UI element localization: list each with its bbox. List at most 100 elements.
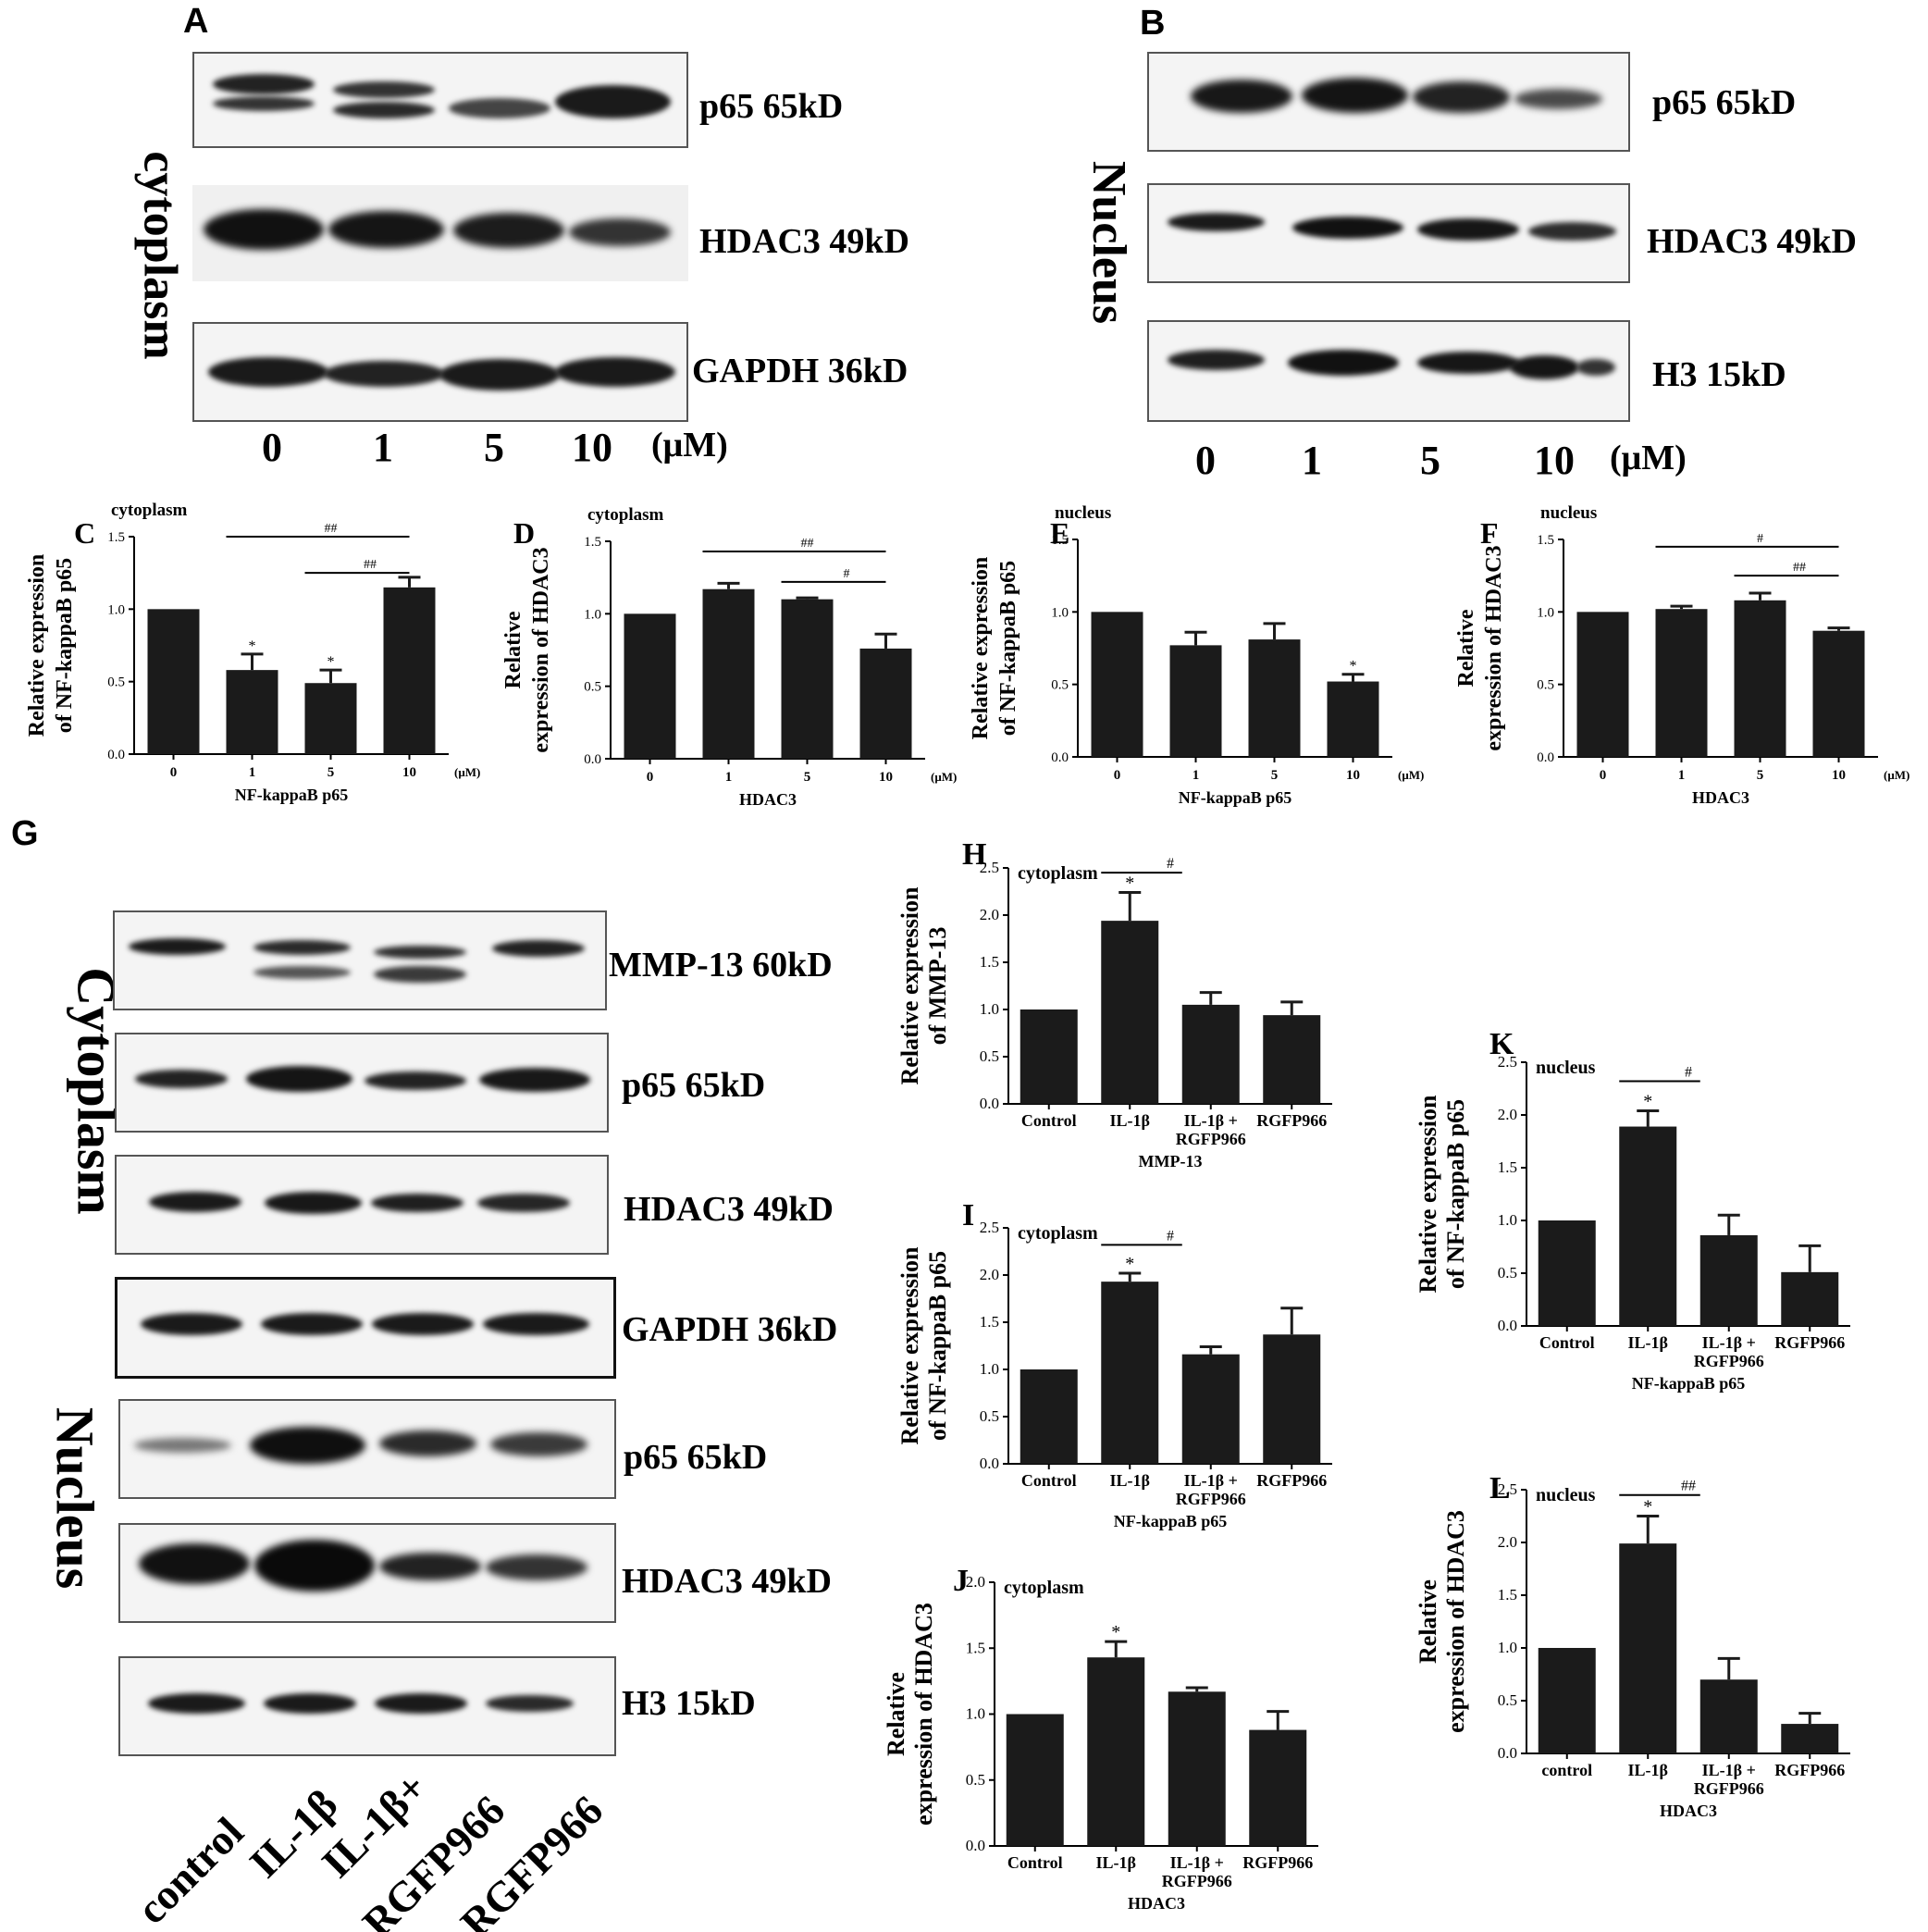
x-label-i: NF-kappaB p65 <box>1114 1512 1228 1530</box>
chart-title-e: nucleus <box>1055 503 1111 523</box>
panel-letter-f: F <box>1480 516 1499 550</box>
sig-label-c-0: ## <box>325 522 338 536</box>
conc-a-10: 10 <box>572 425 612 470</box>
y-tick-label-e: 0.5 <box>1051 678 1069 693</box>
category-label-i-3: RGFP966 <box>1256 1471 1327 1490</box>
chart-title-j: cytoplasm <box>1004 1578 1084 1598</box>
blot-g-p65-nuc <box>118 1399 616 1499</box>
panel-letter-b: B <box>1140 4 1166 43</box>
category-label-c-1: 1 <box>249 765 256 780</box>
x-label-h: MMP-13 <box>1139 1152 1203 1170</box>
sig-label-l-0: ## <box>1681 1479 1696 1494</box>
y-label-e: of NF-kappaB p65 <box>996 561 1020 736</box>
star-k-1: * <box>1643 1091 1652 1111</box>
chart-title-f: nucleus <box>1540 503 1597 523</box>
y-tick-label-f: 0.0 <box>1537 750 1554 765</box>
blot-g-hdac3-nuc <box>118 1523 616 1623</box>
category-label-j-0: Control <box>1007 1853 1063 1872</box>
x-label-j: HDAC3 <box>1128 1894 1185 1913</box>
y-label-c: Relative expression <box>25 554 49 737</box>
bar-k-0 <box>1538 1220 1596 1326</box>
band-label-a-p65: p65 65kD <box>699 87 844 126</box>
bar-e-1 <box>1169 645 1222 757</box>
category-label-i-1: IL-1β <box>1110 1471 1151 1490</box>
sig-label-f-0: # <box>1757 532 1763 546</box>
side-label-nucleus-g: Nucleus <box>44 1406 105 1590</box>
category-label-l-3: RGFP966 <box>1774 1761 1845 1779</box>
unit-label-c: (μM) <box>454 765 480 779</box>
y-tick-label-k: 0.5 <box>1498 1264 1517 1282</box>
category-label-j-2: RGFP966 <box>1162 1872 1232 1890</box>
band-label-g-hdac3-nuc: HDAC3 49kD <box>622 1562 832 1601</box>
category-label-l-1: IL-1β <box>1628 1761 1669 1779</box>
sig-label-h-0: # <box>1167 856 1174 872</box>
blot-a-hdac3 <box>192 185 688 281</box>
y-tick-label-j: 1.5 <box>966 1639 985 1656</box>
chart-title-i: cytoplasm <box>1018 1223 1098 1244</box>
bar-l-0 <box>1538 1648 1596 1753</box>
blot-g-gapdh <box>115 1277 616 1379</box>
sig-label-k-0: # <box>1685 1065 1692 1081</box>
y-tick-label-l: 1.0 <box>1498 1639 1517 1656</box>
bar-d-3 <box>859 648 912 759</box>
y-label-k: of NF-kappaB p65 <box>1442 1099 1469 1289</box>
y-tick-label-f: 1.5 <box>1537 533 1554 548</box>
y-tick-label-h: 1.5 <box>980 953 999 971</box>
y-label-l: Relative <box>1415 1579 1441 1664</box>
y-tick-label-f: 1.0 <box>1537 605 1554 620</box>
category-label-e-1: 1 <box>1193 768 1200 783</box>
star-j-1: * <box>1111 1622 1120 1642</box>
bar-k-2 <box>1699 1234 1758 1326</box>
chart-title-d: cytoplasm <box>587 505 664 525</box>
category-label-i-0: Control <box>1021 1471 1077 1490</box>
blot-b-h3 <box>1147 320 1630 422</box>
bar-e-2 <box>1248 639 1301 757</box>
category-label-j-1: IL-1β <box>1096 1853 1137 1872</box>
x-label-l: HDAC3 <box>1660 1802 1717 1820</box>
y-tick-label-l: 2.5 <box>1498 1480 1517 1498</box>
bar-k-3 <box>1781 1271 1839 1326</box>
bar-d-0 <box>624 613 676 759</box>
blot-g-p65-cyto <box>115 1033 609 1133</box>
y-label-h: Relative expression <box>896 886 923 1085</box>
bar-i-1 <box>1101 1282 1159 1464</box>
bar-l-2 <box>1699 1679 1758 1753</box>
y-tick-label-j: 0.0 <box>966 1837 985 1854</box>
y-tick-label-k: 1.5 <box>1498 1158 1517 1176</box>
bar-e-3 <box>1327 681 1379 757</box>
y-label-i: of NF-kappaB p65 <box>924 1251 951 1441</box>
category-label-d-3: 10 <box>879 770 893 785</box>
category-label-l-2: IL-1β + <box>1702 1761 1756 1779</box>
star-c-2: * <box>328 654 335 670</box>
bar-c-3 <box>383 587 436 754</box>
y-tick-label-h: 0.0 <box>980 1095 999 1112</box>
unit-b: (μM) <box>1610 439 1687 477</box>
category-label-c-0: 0 <box>170 765 178 780</box>
band-label-g-mmp13: MMP-13 60kD <box>609 946 833 985</box>
side-label-cytoplasm: cytoplasm <box>133 151 187 360</box>
conc-a-5: 5 <box>484 425 504 470</box>
band-label-g-hdac3-cyto: HDAC3 49kD <box>624 1190 834 1229</box>
bar-f-3 <box>1812 630 1865 757</box>
bar-h-3 <box>1263 1015 1321 1104</box>
conc-b-10: 10 <box>1534 438 1575 483</box>
bar-c-2 <box>304 683 357 754</box>
chart-title-c: cytoplasm <box>111 501 188 520</box>
unit-a: (μM) <box>651 426 728 464</box>
y-label-c: of NF-kappaB p65 <box>53 558 77 733</box>
bar-j-0 <box>1006 1714 1064 1846</box>
y-tick-label-j: 2.0 <box>966 1573 985 1591</box>
sig-label-c-1: ## <box>364 558 377 572</box>
unit-label-d: (μM) <box>931 770 957 784</box>
panel-letter-h: H <box>962 837 986 872</box>
sig-label-f-1: ## <box>1793 561 1806 575</box>
panel-letter-i: I <box>962 1198 974 1232</box>
band-label-a-hdac3: HDAC3 49kD <box>699 222 909 261</box>
category-label-h-3: RGFP966 <box>1256 1111 1327 1130</box>
y-tick-label-k: 2.0 <box>1498 1106 1517 1123</box>
band-label-b-p65: p65 65kD <box>1652 83 1797 122</box>
bar-i-0 <box>1020 1369 1078 1464</box>
category-label-l-2: RGFP966 <box>1694 1779 1764 1798</box>
